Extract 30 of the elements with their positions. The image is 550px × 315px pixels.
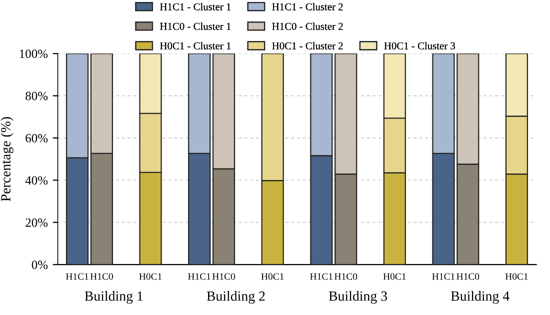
x-tick-label: H0C1 <box>505 273 528 280</box>
legend-label: H0C1 - Cluster 3 <box>384 42 455 50</box>
x-tick-label: H1C1 <box>432 273 455 280</box>
x-tick-label: H1C0 <box>212 273 236 280</box>
y-tick-label: 20% <box>26 218 48 227</box>
y-tick-label: 0% <box>32 260 48 270</box>
legend-label: H0C1 - Cluster 1 <box>160 42 231 50</box>
y-tick-label: 40% <box>25 176 48 185</box>
x-tick-label: H0C1 <box>139 273 162 280</box>
legend-label: H0C1 - Cluster 2 <box>272 42 343 50</box>
x-tick-label: H1C1 <box>188 273 210 280</box>
x-tick-label: H1C1 <box>310 273 332 280</box>
legend-label: H1C0 - Cluster 1 <box>160 22 231 30</box>
text: Building 2 <box>206 290 265 304</box>
y-tick-label: 80% <box>26 92 48 100</box>
y-axis-title: Percentage (%) <box>0 117 14 202</box>
y-tick-label: 100% <box>20 50 48 58</box>
x-tick-label: H0C1 <box>383 273 406 280</box>
legend-label: H1C1 - Cluster 2 <box>272 2 343 10</box>
x-tick-label: H0C1 <box>261 273 284 280</box>
x-tick-label: H1C0 <box>334 273 358 280</box>
x-tick-label: H1C0 <box>456 273 480 280</box>
text: Building 1 <box>84 290 143 304</box>
x-tick-label: H1C1 <box>66 273 88 280</box>
text: Building 3 <box>328 290 388 304</box>
text: Building 4 <box>450 290 510 304</box>
x-tick-label: H1C0 <box>90 273 113 280</box>
legend-label: H1C1 - Cluster 1 <box>160 2 231 10</box>
legend-label: H1C0 - Cluster 2 <box>272 22 343 30</box>
y-tick-label: 60% <box>26 134 48 142</box>
